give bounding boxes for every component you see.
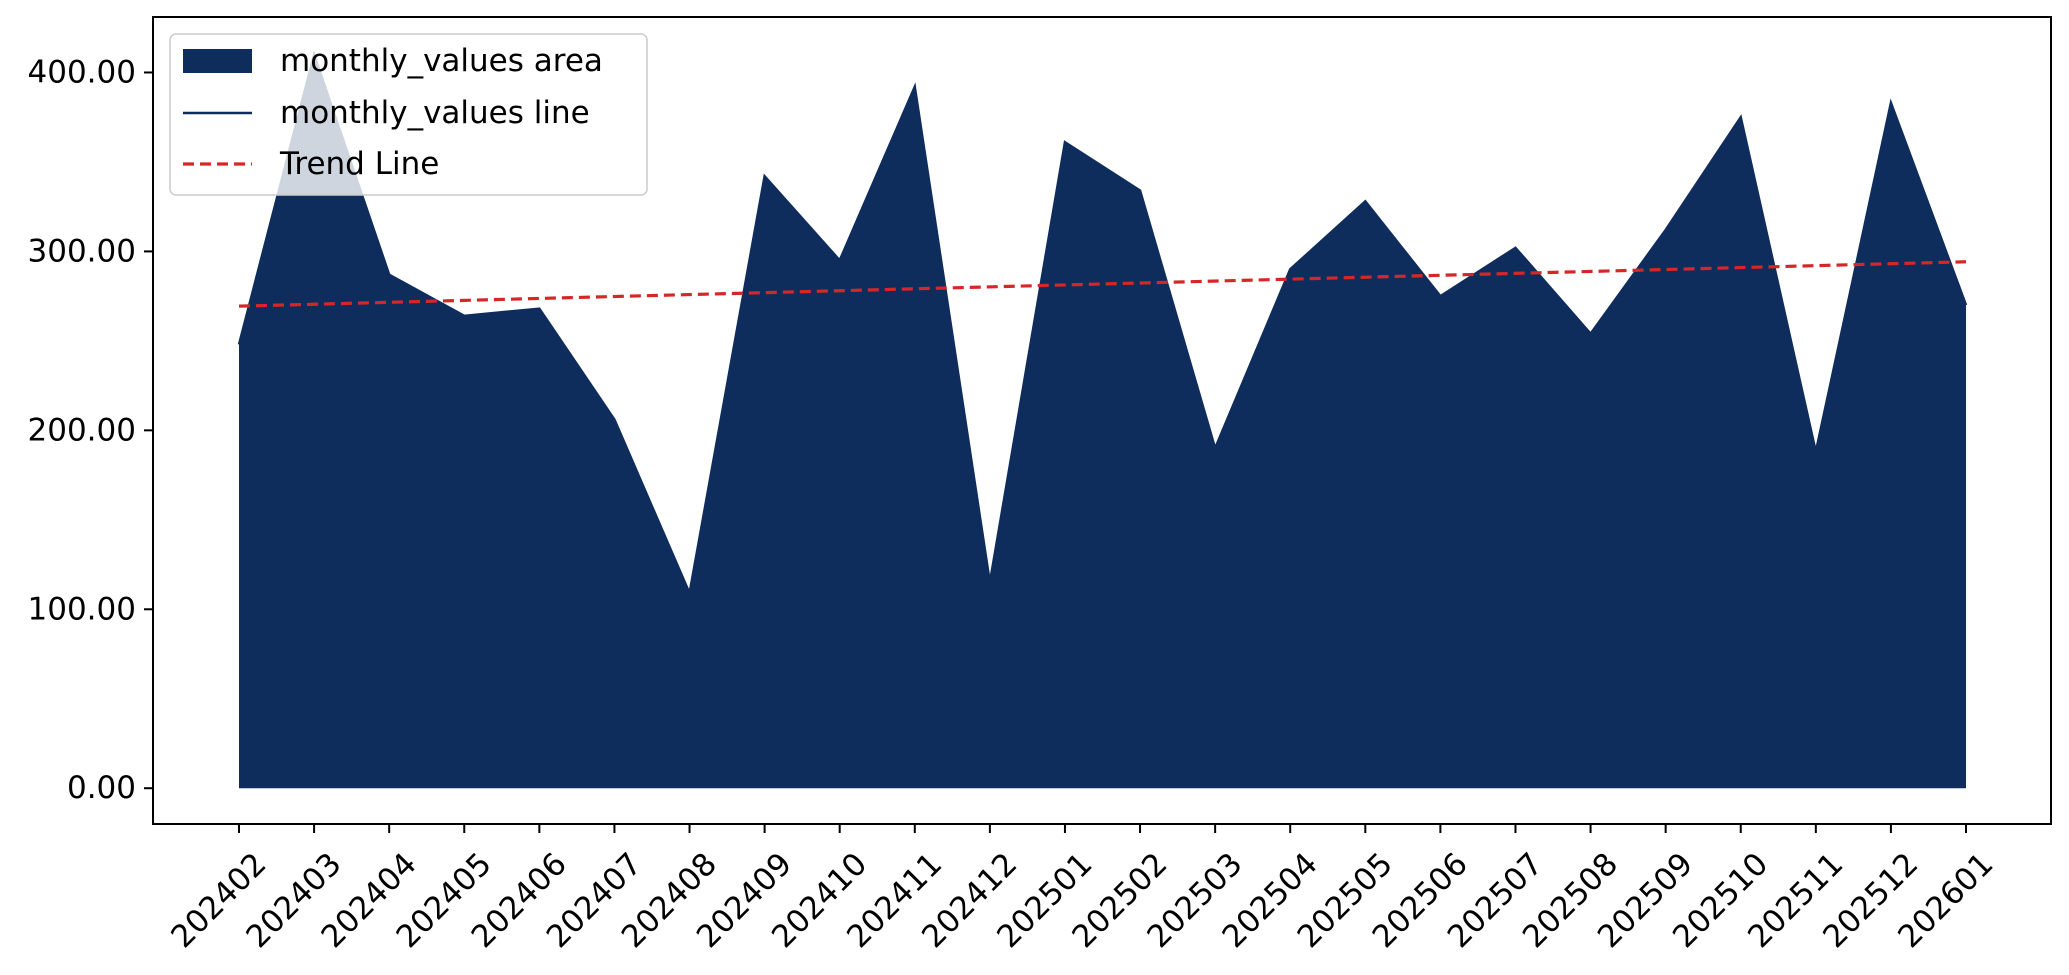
legend-label: monthly_values line — [280, 95, 590, 131]
plot-frame — [152, 16, 2052, 825]
y-tick-label: 0.00 — [67, 770, 136, 806]
legend-area-swatch — [183, 49, 252, 73]
legend-label: monthly_values area — [280, 43, 603, 79]
legend: monthly_values area monthly_values line Tr… — [169, 33, 648, 196]
area-fill — [239, 54, 1966, 789]
legend-label: Trend Line — [279, 146, 439, 182]
legend-box — [169, 33, 648, 196]
plot-marks — [237, 50, 1968, 789]
y-tick-label: 200.00 — [28, 412, 136, 448]
y-axis: 0.00 100.00 200.00 300.00 400.00 — [28, 54, 153, 806]
series-line — [237, 50, 1968, 598]
y-tick-label: 400.00 — [28, 54, 136, 90]
y-tick-label: 100.00 — [28, 591, 136, 627]
y-tick-label: 300.00 — [28, 233, 136, 269]
